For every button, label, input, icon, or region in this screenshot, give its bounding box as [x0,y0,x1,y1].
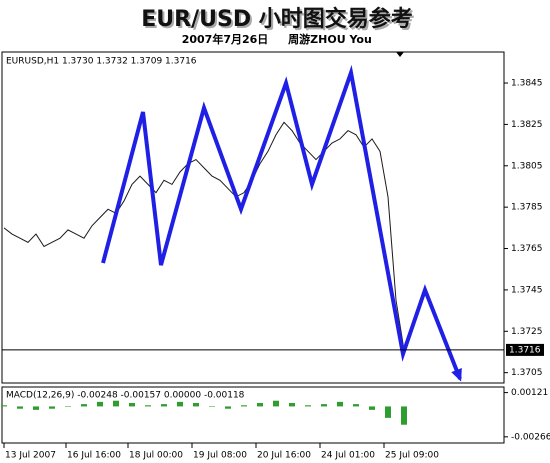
price-panel [1,51,505,384]
last-price-label: 1.3716 [509,345,541,355]
y-tick-label: 1.3705 [511,368,543,378]
price-line [3,121,405,350]
macd-bar [401,406,407,425]
y-tick-label: 1.3825 [511,120,543,130]
macd-bar [257,403,263,407]
trend-zigzag [101,64,462,380]
chart-title: EUR/USD 小时图交易参考 [141,6,413,32]
x-tick-label: 19 Jul 08:00 [193,451,247,461]
macd-header: MACD(12,26,9) -0.00248 -0.00157 0.00000 … [6,391,245,401]
y-tick-label: 1.3805 [511,161,543,171]
macd-bar [17,406,23,409]
macd-bar [225,406,231,409]
x-tick-label: 16 Jul 16:00 [67,451,121,461]
y-tick-label: 1.3745 [511,285,543,295]
y-tick-label: -0.00266 [511,432,550,442]
x-tick-label: 20 Jul 16:00 [257,451,311,461]
y-tick-label: 1.3785 [511,203,543,213]
macd-bar [1,405,7,407]
subtitle: 2007年7月26日 [182,32,269,46]
macd-bar [321,404,327,407]
last-price-box [506,343,544,356]
macd-bar [193,403,199,407]
macd-bar [161,404,167,407]
title-shadow: EUR/USD 小时图交易参考 [143,8,415,34]
x-tick-label: 25 Jul 09:00 [385,451,439,461]
macd-bar [289,403,295,407]
macd-bar [145,405,151,407]
macd-bar [65,406,71,407]
macd-bar [33,406,39,410]
macd-bar [369,406,375,410]
macd-bar [385,406,391,418]
macd-bar [49,406,55,409]
macd-panel [1,386,505,444]
macd-bar [113,400,119,407]
macd-bar [337,401,343,407]
y-tick-label: 0.00121 [511,388,548,398]
x-tick-label: 13 Jul 2007 [5,451,56,461]
arrow-head [451,368,462,382]
author: 周游ZHOU You [288,32,372,46]
shift-marker [396,52,404,57]
macd-bar [209,406,215,407]
macd-bar [241,405,247,407]
macd-bar [81,404,87,407]
y-tick-label: 1.3845 [511,79,543,89]
macd-bar [305,405,311,407]
macd-bar [177,401,183,407]
x-tick-label: 18 Jul 00:00 [129,451,183,461]
macd-bar [353,404,359,407]
x-tick-label: 24 Jul 01:00 [321,451,375,461]
y-tick-label: 1.3765 [511,244,543,254]
macd-bar [97,401,103,407]
price-header: EURUSD,H1 1.3730 1.3732 1.3709 1.3716 [6,57,197,67]
macd-bar [273,400,279,407]
y-tick-label: 1.3725 [511,327,543,337]
macd-bar [129,403,135,407]
